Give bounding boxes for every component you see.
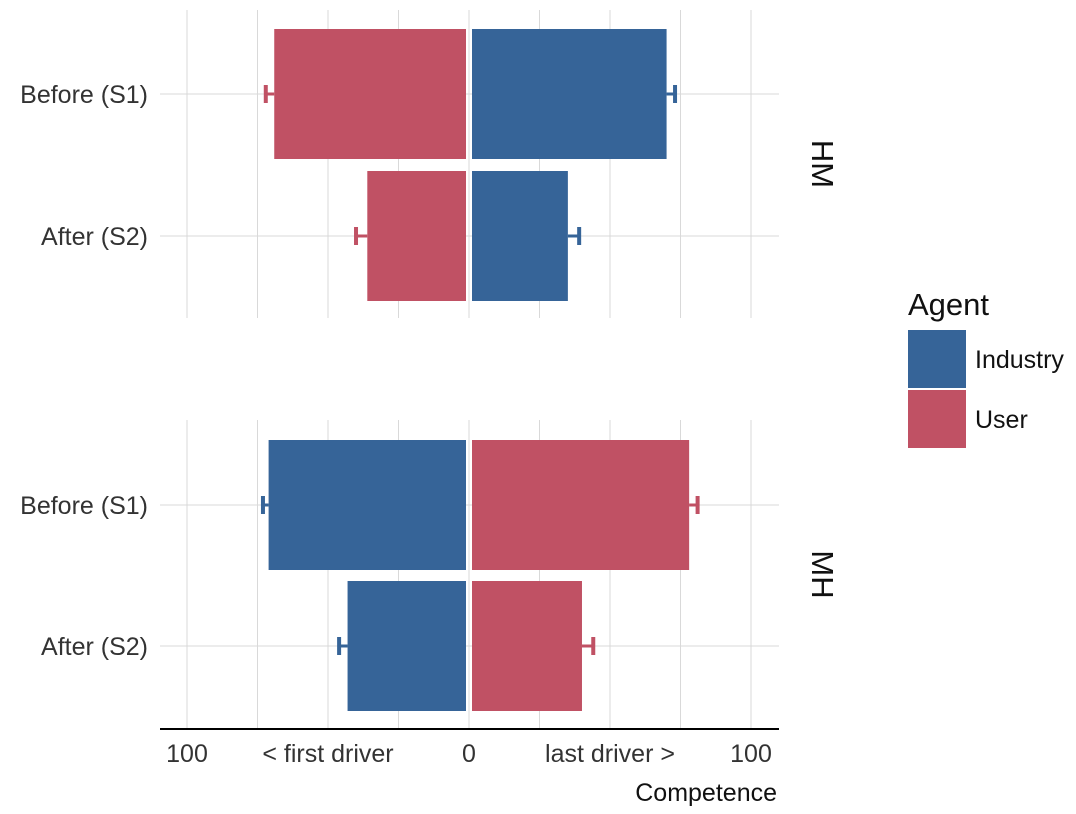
bar-user (472, 581, 582, 711)
bar-industry (472, 29, 667, 159)
y-category-label: Before (S1) (20, 492, 148, 520)
axis-layer: Before (S1) After (S2) HM Before (S1) After … (20, 81, 840, 807)
bar-user (472, 440, 690, 570)
bar-user (367, 171, 466, 301)
legend: Agent Industry User (908, 287, 1064, 448)
legend-label-industry: Industry (975, 346, 1064, 374)
x-tick-label: < first driver (262, 740, 393, 768)
grid-layer (160, 10, 779, 729)
x-tick-label: 100 (166, 740, 208, 768)
facet-label: HM (805, 140, 840, 188)
y-category-label: After (S2) (41, 633, 148, 661)
bar-layer (260, 29, 700, 711)
facet-label: MH (805, 550, 840, 598)
y-category-label: After (S2) (41, 223, 148, 251)
legend-title: Agent (908, 287, 989, 322)
y-category-label: Before (S1) (20, 81, 148, 109)
x-axis-title: Competence (635, 779, 777, 807)
bar-user (274, 29, 466, 159)
bar-industry (268, 440, 466, 570)
x-tick-label: 0 (462, 740, 476, 768)
legend-swatch-user (908, 390, 966, 448)
x-tick-label: last driver > (545, 740, 675, 768)
legend-swatch-industry (908, 330, 966, 388)
bar-industry (347, 581, 466, 711)
legend-label-user: User (975, 406, 1028, 434)
bar-industry (472, 171, 568, 301)
x-tick-label: 100 (730, 740, 772, 768)
